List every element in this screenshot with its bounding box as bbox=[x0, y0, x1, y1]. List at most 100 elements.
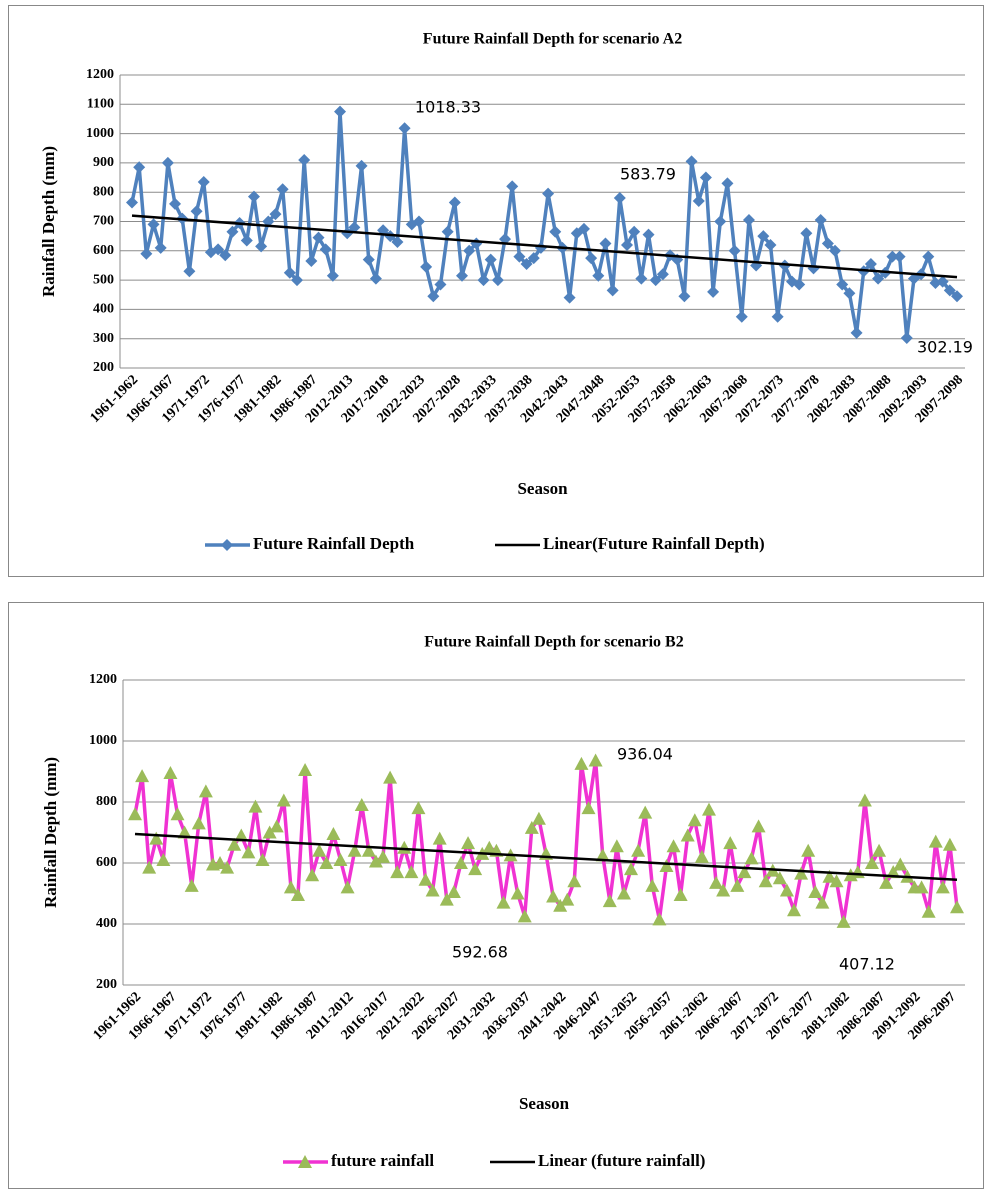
data-point bbox=[461, 836, 476, 850]
data-point bbox=[333, 852, 348, 866]
data-point bbox=[183, 265, 196, 278]
data-point bbox=[226, 225, 239, 238]
data-point bbox=[298, 153, 311, 166]
data-point bbox=[283, 880, 298, 894]
data-point bbox=[935, 880, 950, 894]
y-tick-label: 900 bbox=[93, 155, 114, 170]
data-point bbox=[496, 895, 511, 909]
legend-label: Linear (future rainfall) bbox=[538, 1151, 705, 1170]
data-point bbox=[326, 827, 341, 841]
data-point bbox=[434, 278, 447, 291]
data-point bbox=[588, 753, 603, 767]
data-point bbox=[524, 820, 539, 834]
data-point bbox=[659, 859, 674, 873]
data-point bbox=[319, 856, 334, 869]
data-point bbox=[391, 236, 404, 249]
data-point bbox=[269, 208, 282, 221]
data-point bbox=[757, 230, 770, 243]
data-point bbox=[652, 912, 667, 926]
data-point bbox=[893, 250, 906, 263]
data-point bbox=[456, 269, 468, 282]
data-point bbox=[814, 214, 827, 227]
data-point bbox=[742, 214, 755, 227]
data-point bbox=[638, 805, 653, 819]
data-point bbox=[269, 819, 284, 833]
data-point bbox=[477, 274, 490, 287]
data-point bbox=[420, 260, 433, 273]
data-point bbox=[227, 837, 242, 851]
data-point bbox=[348, 221, 361, 234]
y-axis-label: Rainfall Depth (mm) bbox=[41, 757, 60, 908]
data-point bbox=[491, 274, 504, 287]
data-point bbox=[221, 539, 233, 551]
data-point bbox=[156, 852, 171, 866]
data-point bbox=[527, 252, 540, 265]
data-point bbox=[801, 843, 816, 857]
data-point bbox=[170, 807, 185, 821]
data-point bbox=[678, 290, 691, 303]
trend-line bbox=[131, 214, 958, 279]
data-point bbox=[169, 197, 182, 210]
data-point bbox=[872, 843, 887, 857]
data-point bbox=[560, 892, 575, 906]
legend-label: Future Rainfall Depth bbox=[253, 534, 415, 553]
data-point bbox=[135, 769, 150, 783]
data-point bbox=[212, 243, 225, 256]
data-point bbox=[147, 218, 160, 231]
x-axis-label: Season bbox=[517, 479, 568, 498]
data-point bbox=[879, 875, 894, 889]
data-point bbox=[397, 840, 412, 854]
chart-title: Future Rainfall Depth for scenario B2 bbox=[424, 634, 683, 651]
data-point bbox=[362, 253, 375, 266]
data-point bbox=[606, 284, 619, 297]
data-point bbox=[673, 888, 688, 902]
data-point bbox=[699, 171, 712, 184]
data-point bbox=[291, 274, 303, 287]
data-point bbox=[425, 883, 440, 897]
data-point bbox=[872, 272, 885, 285]
y-tick-label: 800 bbox=[93, 184, 114, 199]
data-point bbox=[220, 860, 235, 874]
data-point bbox=[616, 886, 631, 900]
data-point bbox=[361, 843, 376, 857]
data-point bbox=[154, 241, 167, 254]
annotation: 302.19 bbox=[917, 338, 973, 357]
legend-label: future rainfall bbox=[331, 1151, 434, 1170]
y-tick-label: 700 bbox=[93, 214, 114, 229]
data-point bbox=[950, 900, 964, 914]
data-point bbox=[829, 244, 842, 257]
data-point bbox=[836, 914, 851, 928]
data-point bbox=[198, 784, 213, 798]
data-point bbox=[843, 287, 856, 300]
data-point bbox=[248, 799, 263, 813]
data-point bbox=[319, 243, 332, 256]
data-point bbox=[794, 866, 809, 880]
data-point bbox=[326, 269, 339, 282]
data-point bbox=[680, 828, 695, 842]
data-point bbox=[247, 190, 260, 203]
data-point bbox=[730, 878, 745, 892]
trend-line bbox=[134, 832, 958, 882]
data-point bbox=[864, 856, 879, 869]
data-point bbox=[857, 793, 872, 807]
data-point bbox=[714, 215, 727, 228]
data-point bbox=[836, 278, 849, 291]
data-point bbox=[772, 871, 787, 885]
data-point bbox=[723, 836, 738, 850]
data-point bbox=[574, 756, 589, 770]
data-point bbox=[751, 819, 766, 833]
data-point bbox=[219, 249, 232, 262]
data-point bbox=[290, 888, 305, 902]
data-point bbox=[354, 798, 369, 812]
data-point bbox=[553, 898, 568, 912]
data-point bbox=[448, 196, 461, 209]
data-point bbox=[921, 904, 936, 918]
y-tick-label: 300 bbox=[93, 331, 114, 346]
y-tick-label: 400 bbox=[93, 302, 114, 317]
data-point bbox=[709, 875, 724, 889]
data-point bbox=[771, 310, 784, 323]
data-point bbox=[928, 834, 943, 848]
data-point bbox=[334, 105, 347, 118]
data-point bbox=[609, 839, 624, 853]
data-point bbox=[133, 161, 146, 174]
